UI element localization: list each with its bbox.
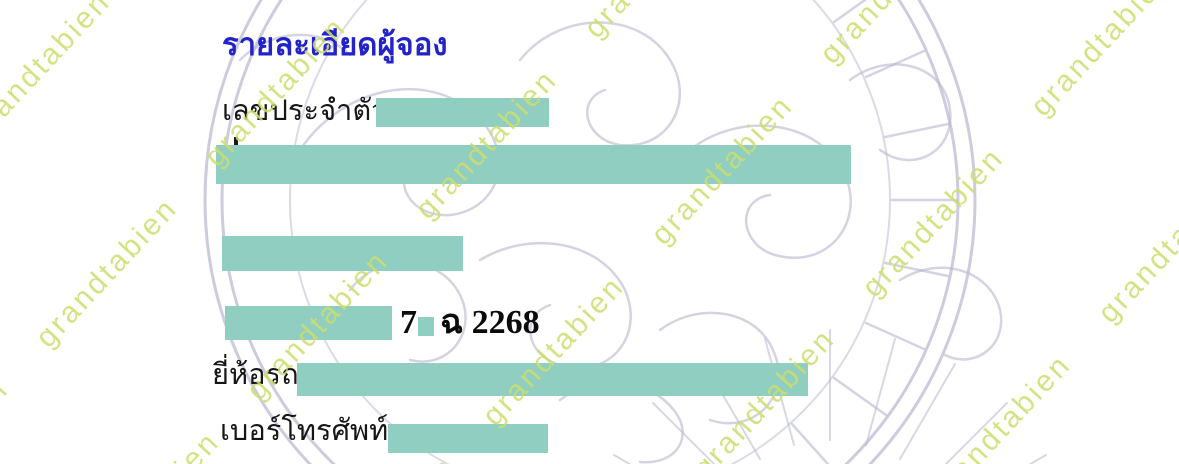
car-brand-label: ยี่ห้อรถ: <box>212 359 307 391</box>
license-plate-suffix: ฉ 2268 <box>440 304 540 341</box>
id-number-redaction-box <box>376 98 549 127</box>
car-brand-redaction-box <box>297 363 808 396</box>
phone-label: เบอร์โทรศัพท์: <box>220 415 397 447</box>
page-title: รายละเอียดผู้จอง <box>222 27 448 62</box>
redacted-line-3-box <box>222 236 463 271</box>
covered-text-remnant <box>234 137 238 145</box>
phone-redaction-box <box>388 424 548 453</box>
license-plate-redaction-box <box>225 306 392 340</box>
license-plate-prefix: 7 <box>400 304 417 341</box>
id-number-label: เลขประจำตัว: <box>222 95 396 127</box>
redacted-line-2-box <box>216 145 851 184</box>
license-plate-mini-redaction-box <box>418 317 434 336</box>
